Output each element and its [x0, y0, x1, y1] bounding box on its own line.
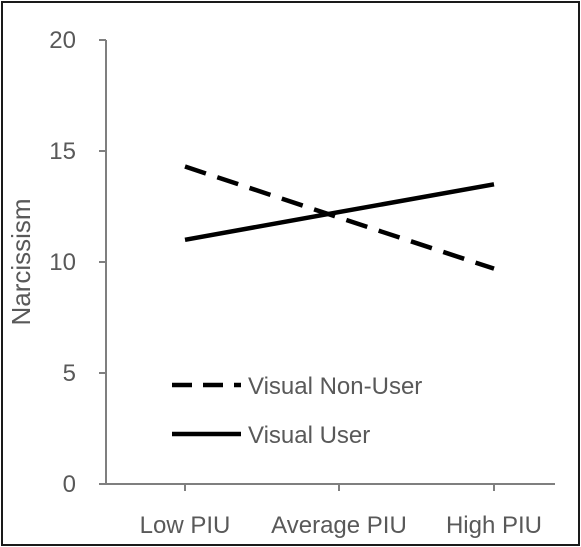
y-tick-label: 0: [63, 471, 76, 498]
legend: Visual Non-User Visual User: [172, 373, 422, 449]
x-tick-label: Low PIU: [140, 512, 231, 539]
series-line-1: [184, 164, 495, 271]
y-tick-label: 10: [49, 249, 76, 276]
y-tick-label: 5: [63, 360, 76, 387]
series-line-2: [184, 182, 495, 243]
y-ticks: 0 5 10 15 20: [49, 27, 106, 498]
legend-label: Visual User: [248, 422, 370, 449]
y-tick-label: 15: [49, 138, 76, 165]
axes: [105, 40, 555, 485]
x-ticks: Low PIU Average PIU High PIU: [140, 484, 542, 539]
series-lines: [184, 164, 495, 271]
legend-label: Visual Non-User: [248, 373, 422, 400]
x-tick-label: High PIU: [446, 512, 542, 539]
y-axis-title: Narcissism: [6, 198, 36, 325]
x-tick-label: Average PIU: [271, 512, 407, 539]
y-tick-label: 20: [49, 27, 76, 54]
